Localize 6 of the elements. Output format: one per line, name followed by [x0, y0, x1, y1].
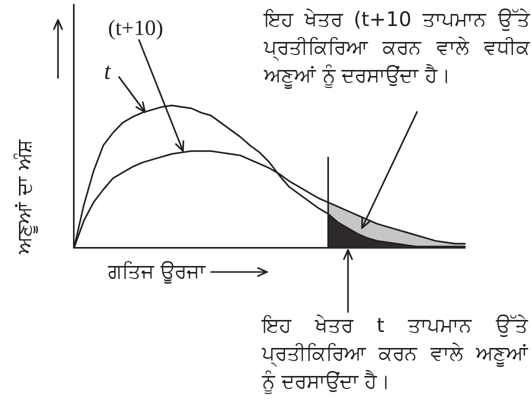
text: ਇਹ ਖੇਤਰ t ਤਾਪਮਾਨ ਉੱਤੇ ਪ੍ਰਤੀਕਿਰਿਆ ਕਰਨ ਵਾਲੇ ਅਣੂਆਂ ਨੂੰ ਦਰਸਾਉਂਦਾ ਹੈ। — [262, 312, 528, 395]
x-axis-title: ਗਤਿਜ ਊਰਜਾ — [108, 259, 206, 283]
text: (t+10) — [108, 15, 164, 40]
text: ਇਹ ਖੇਤਰ (t+10 ਤਾਪਮਾਨ ਉੱਤੇ ਪ੍ਰਤੀਕਿਰਿਆ ਕਰਨ ਵਾਲੇ ਵਧੀਕ ਅਣੂਆਂ ਨੂੰ ਦਰਸਾਉਂਦਾ ਹੈ। — [264, 6, 530, 89]
y-axis-title: ਅਣੂਆਂ ਦਾ ਅੰਸ਼ — [12, 140, 36, 254]
text: t — [104, 59, 111, 85]
